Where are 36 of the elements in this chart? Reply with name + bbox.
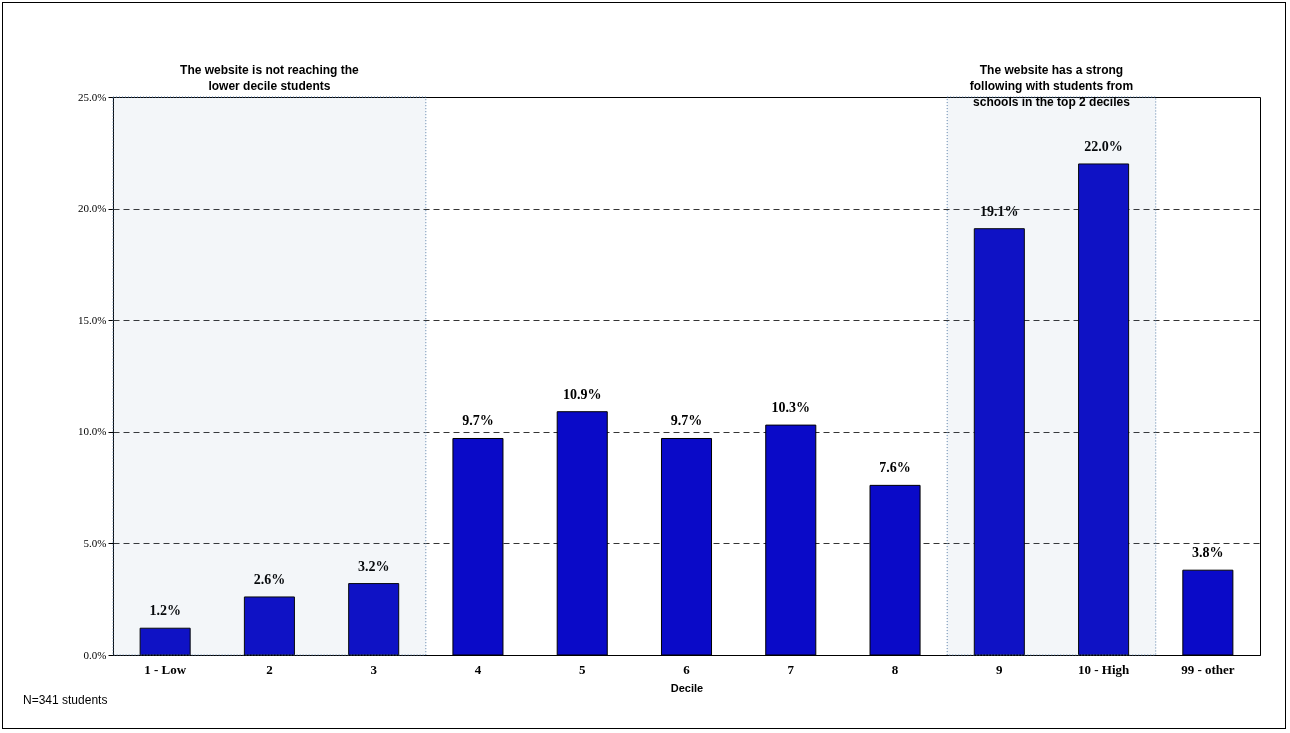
x-axis-title: Decile xyxy=(670,681,704,694)
data-label: 3.2% xyxy=(357,558,390,574)
x-tick-label: 1 - Low xyxy=(144,661,187,677)
x-tick-label: 99 - other xyxy=(1181,661,1235,677)
data-label: 19.1% xyxy=(980,203,1019,219)
data-label: 22.0% xyxy=(1084,138,1123,154)
bar xyxy=(348,583,400,656)
x-tick-label: 10 - High xyxy=(1077,661,1130,677)
x-tick-label: 2 xyxy=(266,661,273,677)
data-label: 1.2% xyxy=(149,603,181,619)
y-tick-label: 15.0% xyxy=(78,313,107,326)
x-tick-label: 4 xyxy=(474,661,482,677)
y-tick-label: 5.0% xyxy=(83,536,107,549)
x-tick-label: 8 xyxy=(891,661,899,677)
data-label: 10.3% xyxy=(771,400,811,416)
data-label: 9.7% xyxy=(670,413,703,429)
band-label: The website has a strong following with students from schools in the top 2 deciles xyxy=(969,63,1134,109)
x-tick-label: 9 xyxy=(996,661,1004,677)
data-label: 2.6% xyxy=(253,571,286,587)
y-tick-label: 25.0% xyxy=(78,90,107,103)
data-label: 9.7% xyxy=(462,413,494,429)
x-tick-label: 3 xyxy=(370,661,378,677)
bar xyxy=(243,596,295,656)
bar xyxy=(139,627,191,656)
x-tick-label: 7 xyxy=(787,661,795,677)
data-label: 3.8% xyxy=(1192,545,1224,561)
bar xyxy=(1182,569,1234,656)
band-label: The website is not reaching the lower decile students xyxy=(180,63,360,93)
y-tick-label: 20.0% xyxy=(78,202,107,215)
data-label: 7.6% xyxy=(879,460,911,476)
data-label: 10.9% xyxy=(562,386,602,402)
x-tick-label: 5 xyxy=(578,661,586,677)
y-tick-label: 0.0% xyxy=(83,648,107,661)
x-tick-label: 6 xyxy=(683,661,691,677)
y-tick-label: 10.0% xyxy=(78,425,107,438)
text: N=341 students xyxy=(23,693,108,707)
